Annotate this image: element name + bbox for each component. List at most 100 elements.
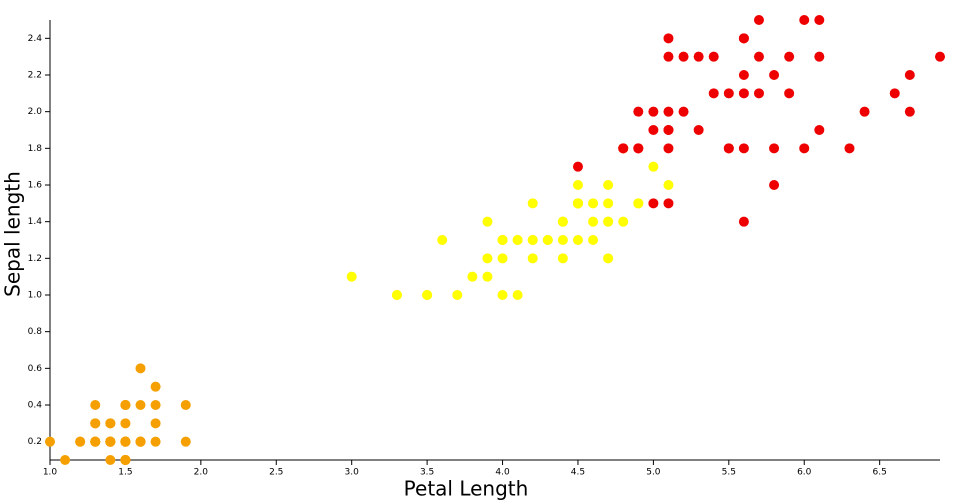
point [738,143,749,154]
point [633,198,644,209]
point [135,436,146,447]
point [784,51,795,62]
point [150,436,161,447]
point [889,88,900,99]
y-tick-label: 1.0 [28,291,43,301]
point [904,70,915,80]
point [814,15,825,25]
point [135,400,146,410]
point [482,253,493,264]
point [738,70,749,80]
point [844,143,855,154]
point [105,418,116,429]
point [45,436,55,447]
point [180,400,191,410]
point [603,253,614,264]
y-tick-label: 0.6 [28,364,43,374]
point [708,51,719,62]
y-tick-label: 2.0 [28,107,43,117]
point [663,125,674,135]
point [120,436,131,447]
point [769,143,780,154]
point [120,455,131,465]
point [603,198,614,209]
y-tick-label: 0.4 [28,401,43,411]
y-tick-label: 2.2 [28,71,42,81]
point [120,400,131,410]
x-tick-label: 1.5 [118,468,132,478]
point [859,106,870,117]
x-tick-label: 1.0 [43,468,58,478]
x-tick-label: 4.0 [495,468,510,478]
x-tick-label: 5.0 [646,468,661,478]
point [708,88,719,99]
x-tick-label: 2.5 [269,468,283,478]
point [527,253,538,264]
y-tick-label: 0.8 [28,327,43,337]
point [935,51,945,62]
point [603,180,614,190]
point [814,51,825,62]
point [497,235,508,245]
point [678,51,689,62]
y-tick-label: 1.8 [28,144,43,154]
point [904,106,915,117]
y-tick-label: 2.4 [28,34,43,44]
point [150,418,161,429]
point [633,106,644,117]
point [799,143,810,154]
point [512,290,523,300]
point [135,363,146,374]
point [572,161,583,172]
point [90,400,101,410]
point [753,88,764,99]
point [769,180,780,190]
point [588,216,599,227]
point [557,235,568,245]
point [150,381,161,392]
point [527,235,538,245]
point [663,106,674,117]
point [618,216,629,227]
point [723,143,734,154]
point [784,88,795,99]
point [512,235,523,245]
point [437,235,448,245]
x-tick-label: 5.5 [722,468,736,478]
x-tick-label: 3.5 [420,468,434,478]
point [90,418,101,429]
point [814,125,825,135]
point [753,15,764,25]
x-tick-label: 6.0 [797,468,812,478]
point [391,290,402,300]
y-tick-label: 1.2 [28,254,42,264]
point [120,418,131,429]
point [738,216,749,227]
point [150,400,161,410]
point [603,216,614,227]
point [90,436,101,447]
point [60,455,71,465]
point [633,143,644,154]
point [693,125,704,135]
point [769,70,780,80]
y-tick-label: 1.6 [28,181,43,191]
x-tick-label: 4.5 [571,468,585,478]
point [648,198,659,209]
point [663,180,674,190]
point [738,88,749,99]
point [467,271,478,282]
x-tick-label: 2.0 [194,468,209,478]
point [422,290,433,300]
point [542,235,553,245]
y-axis-title: Sepal length [1,171,25,297]
point [648,106,659,117]
point [663,198,674,209]
y-tick-label: 0.2 [28,437,42,447]
x-tick-label: 6.5 [872,468,886,478]
point [693,51,704,62]
y-tick-label: 1.4 [28,217,43,227]
point [527,198,538,209]
x-tick-label: 3.0 [345,468,360,478]
